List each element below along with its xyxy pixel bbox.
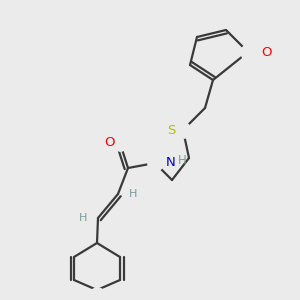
Text: O: O bbox=[104, 136, 115, 149]
Text: H: H bbox=[128, 189, 137, 199]
Text: N: N bbox=[166, 157, 175, 169]
Text: H: H bbox=[178, 154, 186, 166]
Text: H: H bbox=[79, 213, 88, 223]
Text: O: O bbox=[261, 46, 271, 59]
Text: S: S bbox=[167, 124, 175, 136]
